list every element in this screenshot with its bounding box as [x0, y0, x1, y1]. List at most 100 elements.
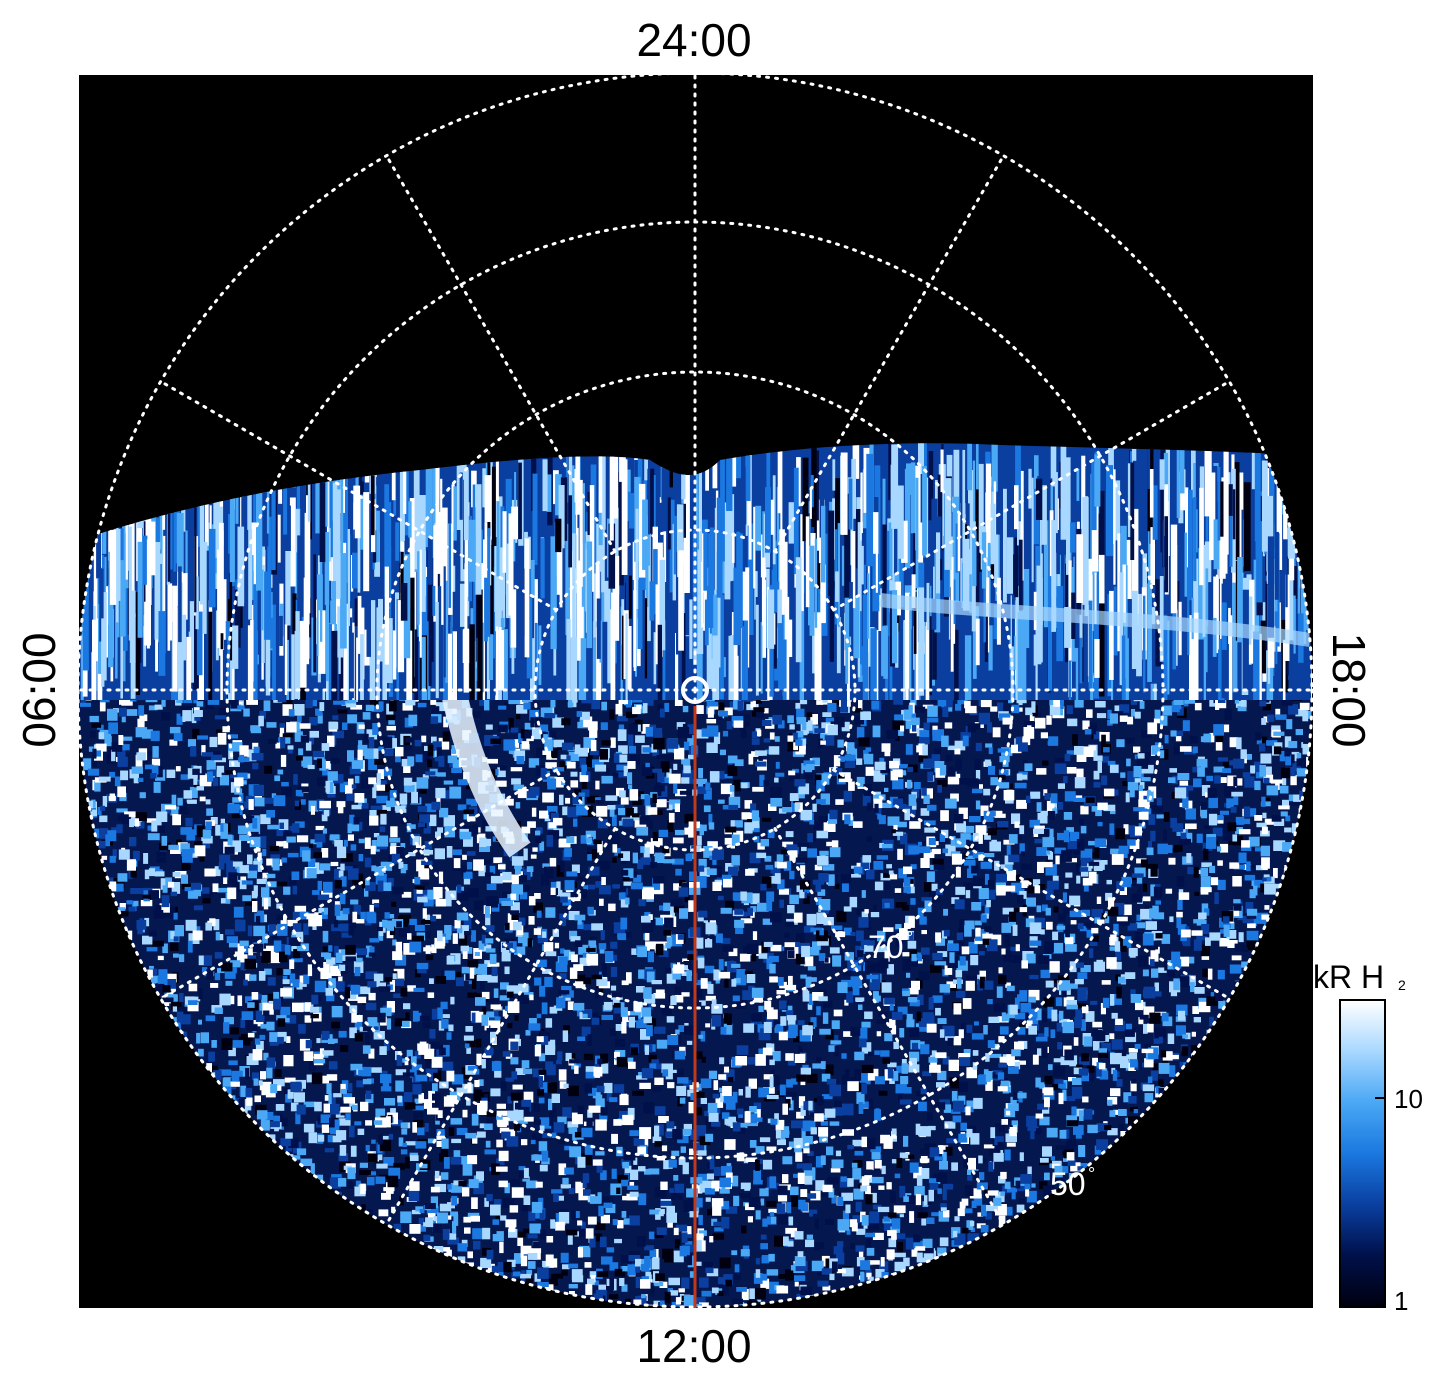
- emission-pixel: [734, 1271, 741, 1280]
- emission-pixel: [932, 995, 943, 1003]
- emission-pixel: [945, 985, 958, 991]
- emission-pixel: [494, 1199, 502, 1206]
- emission-pixel: [1236, 778, 1243, 786]
- emission-pixel: [899, 1099, 912, 1105]
- emission-pixel: [536, 959, 547, 968]
- emission-pixel: [1043, 997, 1055, 1008]
- emission-pixel: [1114, 705, 1120, 715]
- emission-pixel: [856, 908, 864, 915]
- emission-pixel: [1064, 1096, 1076, 1101]
- emission-pixel: [556, 1060, 562, 1065]
- emission-pixel: [437, 772, 446, 777]
- emission-pixel: [920, 1156, 928, 1164]
- emission-pixel: [718, 799, 725, 804]
- emission-pixel: [193, 926, 201, 934]
- emission-pixel: [1093, 935, 1099, 942]
- emission-pixel: [723, 1069, 735, 1082]
- emission-pixel: [795, 1151, 803, 1162]
- emission-pixel: [699, 867, 710, 877]
- emission-pixel: [813, 821, 823, 831]
- emission-pixel: [1158, 1062, 1170, 1074]
- emission-pixel: [567, 1121, 579, 1128]
- emission-pixel: [97, 807, 102, 815]
- emission-pixel: [726, 1163, 732, 1168]
- emission-pixel: [214, 972, 221, 981]
- emission-pixel: [1163, 829, 1167, 841]
- emission-pixel: [1201, 924, 1210, 935]
- emission-pixel: [500, 1215, 507, 1221]
- emission-pixel: [565, 797, 571, 804]
- emission-pixel: [387, 878, 394, 887]
- emission-pixel: [526, 796, 538, 801]
- emission-pixel: [546, 806, 558, 817]
- emission-pixel: [507, 1022, 513, 1029]
- emission-pixel: [1011, 1049, 1021, 1057]
- emission-pixel: [671, 995, 684, 1003]
- emission-pixel: [732, 1298, 743, 1305]
- emission-pixel: [361, 1204, 366, 1216]
- emission-pixel: [1152, 805, 1164, 813]
- emission-pixel: [533, 928, 541, 935]
- emission-pixel: [747, 907, 753, 916]
- emission-pixel: [1312, 788, 1319, 793]
- emission-pixel: [499, 1127, 510, 1134]
- emission-pixel: [1050, 1156, 1055, 1161]
- emission-pixel: [931, 848, 941, 855]
- emission-pixel: [1076, 875, 1081, 884]
- emission-pixel: [436, 1129, 445, 1141]
- emission-pixel: [942, 1025, 955, 1037]
- emission-pixel: [837, 982, 848, 993]
- emission-pixel: [381, 1192, 391, 1200]
- emission-pixel: [350, 844, 357, 851]
- emission-pixel: [871, 1176, 884, 1184]
- emission-pixel: [280, 754, 287, 767]
- emission-pixel: [484, 1123, 493, 1130]
- emission-pixel: [789, 894, 799, 905]
- emission-pixel: [957, 1082, 969, 1092]
- emission-pixel: [755, 761, 767, 767]
- emission-pixel: [632, 806, 638, 817]
- emission-pixel: [778, 888, 789, 895]
- emission-pixel: [641, 764, 653, 776]
- emission-pixel: [899, 1185, 906, 1198]
- emission-pixel: [1312, 1266, 1321, 1277]
- emission-pixel: [536, 747, 548, 758]
- emission-pixel: [99, 729, 112, 740]
- emission-pixel: [456, 1087, 466, 1093]
- emission-pixel: [1275, 708, 1281, 718]
- emission-pixel: [334, 945, 339, 956]
- emission-pixel: [820, 1187, 832, 1198]
- emission-pixel: [365, 704, 374, 711]
- emission-pixel: [320, 968, 332, 980]
- emission-pixel: [1142, 883, 1147, 892]
- emission-pixel: [955, 866, 961, 878]
- emission-pixel: [787, 1060, 796, 1066]
- emission-pixel: [334, 904, 341, 916]
- emission-pixel: [264, 765, 273, 774]
- emission-pixel: [496, 1158, 505, 1165]
- emission-pixel: [403, 864, 408, 871]
- emission-pixel: [440, 1172, 449, 1180]
- emission-pixel: [1290, 800, 1301, 806]
- emission-pixel: [670, 906, 675, 918]
- emission-pixel: [1113, 994, 1122, 1005]
- emission-pixel: [440, 1014, 450, 1019]
- emission-pixel: [527, 821, 536, 828]
- emission-pixel: [1036, 768, 1047, 775]
- emission-pixel: [392, 973, 397, 979]
- emission-pixel: [733, 1195, 740, 1207]
- emission-pixel: [683, 741, 690, 751]
- emission-pixel: [568, 1085, 579, 1097]
- emission-pixel: [1134, 711, 1141, 719]
- emission-pixel: [755, 1258, 760, 1265]
- emission-pixel: [808, 993, 814, 1005]
- emission-pixel: [384, 912, 390, 919]
- emission-pixel: [984, 980, 994, 990]
- emission-pixel: [1006, 1054, 1015, 1065]
- emission-pixel: [1232, 876, 1242, 887]
- emission-pixel: [923, 882, 932, 892]
- emission-pixel: [1169, 768, 1177, 773]
- emission-pixel: [887, 816, 900, 826]
- emission-pixel: [1255, 770, 1263, 779]
- emission-pixel: [303, 1051, 314, 1061]
